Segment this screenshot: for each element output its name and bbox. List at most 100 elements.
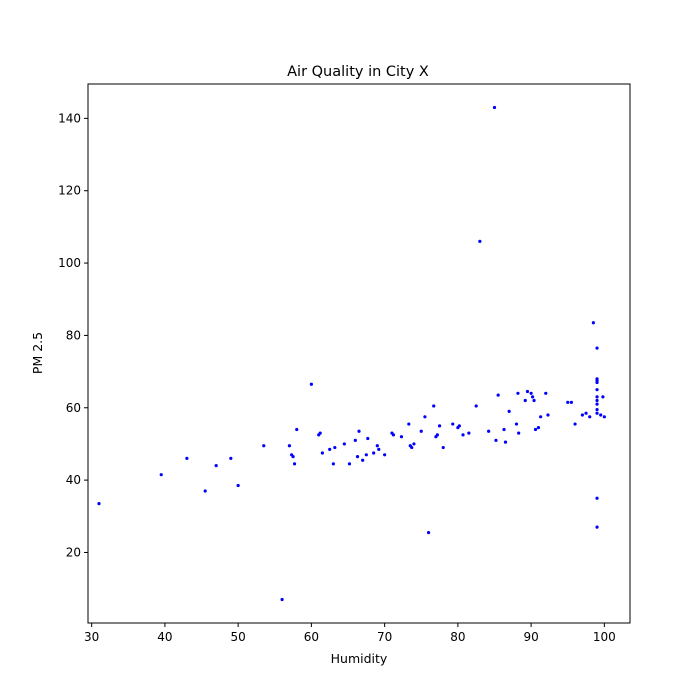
data-point [236, 483, 240, 488]
data-point [214, 464, 218, 468]
x-tick-label: 80 [450, 630, 465, 644]
data-point [591, 321, 595, 325]
x-axis-ticks: 30 40 50 60 70 80 90 100 [84, 623, 616, 644]
data-point [523, 398, 527, 403]
data-point [377, 447, 381, 451]
x-tick-label: 40 [157, 630, 172, 644]
data-point [580, 413, 584, 417]
data-point [584, 411, 588, 415]
data-point [364, 453, 368, 457]
data-point [467, 431, 471, 435]
data-point [355, 454, 360, 459]
data-point [357, 429, 361, 433]
data-point [412, 442, 416, 446]
data-point [331, 462, 335, 466]
data-point [423, 415, 427, 419]
data-point [494, 438, 498, 442]
data-point [602, 415, 606, 419]
data-point [595, 525, 599, 529]
data-point [419, 429, 423, 433]
x-tick-label: 50 [231, 630, 246, 644]
data-point [320, 451, 324, 455]
data-point [399, 435, 404, 439]
data-point [451, 422, 455, 426]
data-point [532, 398, 536, 403]
data-point [533, 427, 538, 432]
data-point [595, 395, 599, 399]
data-point [410, 445, 414, 450]
y-tick-label: 120 [58, 184, 81, 198]
data-point [203, 489, 207, 493]
data-point [595, 380, 599, 385]
y-tick-label: 100 [58, 256, 81, 270]
y-tick-label: 60 [66, 401, 81, 415]
data-point [347, 462, 352, 466]
data-point [595, 346, 599, 350]
data-point [318, 431, 322, 435]
data-point [536, 426, 541, 430]
data-point [426, 530, 431, 535]
x-tick-label: 60 [304, 630, 319, 644]
plot-area-frame [87, 83, 631, 624]
data-point [441, 445, 445, 450]
data-point [437, 424, 442, 428]
data-point [391, 433, 396, 437]
data-point [546, 413, 550, 417]
data-point [407, 422, 411, 426]
data-point [530, 395, 535, 399]
data-point [361, 458, 365, 462]
data-point [496, 393, 500, 397]
data-point [514, 422, 519, 426]
data-point [529, 391, 533, 395]
data-point [525, 389, 530, 394]
x-tick-label: 70 [377, 630, 392, 644]
data-point [601, 395, 605, 399]
x-tick-label: 30 [84, 630, 99, 644]
data-point [507, 409, 511, 413]
data-point [595, 388, 599, 392]
data-point [503, 440, 508, 444]
data-point [97, 502, 101, 506]
data-point [333, 445, 337, 450]
data-point [280, 597, 284, 602]
data-point [295, 427, 299, 432]
y-axis-label: PM 2.5 [30, 332, 45, 374]
y-axis-ticks: 20 40 60 80 100 120 140 [58, 111, 88, 559]
data-point [287, 444, 292, 448]
data-point [516, 391, 520, 395]
data-point [372, 451, 376, 455]
data-point [474, 404, 478, 408]
data-point [366, 436, 370, 441]
x-tick-label: 90 [523, 630, 538, 644]
data-point [595, 496, 599, 500]
data-point [595, 411, 599, 415]
x-tick-label: 100 [593, 630, 616, 644]
y-tick-label: 140 [58, 111, 81, 125]
data-point [328, 447, 332, 451]
data-point [309, 382, 313, 386]
data-point [599, 413, 603, 417]
data-point [517, 431, 521, 435]
y-tick-label: 40 [66, 473, 81, 487]
data-point [566, 400, 570, 404]
data-point [544, 391, 548, 395]
data-point [342, 442, 346, 446]
data-point [375, 444, 379, 448]
data-point [595, 407, 599, 412]
data-point [478, 239, 482, 243]
data-point [539, 415, 543, 419]
x-axis-label: Humidity [331, 651, 388, 666]
data-point [487, 429, 491, 433]
data-point [457, 424, 461, 428]
data-point [595, 398, 599, 403]
data-point [573, 422, 577, 426]
data-point [291, 454, 295, 459]
data-point [588, 415, 592, 419]
data-point [461, 433, 465, 437]
data-point [185, 456, 189, 461]
data-point [595, 402, 599, 406]
data-point [262, 444, 266, 448]
data-point [432, 404, 436, 408]
